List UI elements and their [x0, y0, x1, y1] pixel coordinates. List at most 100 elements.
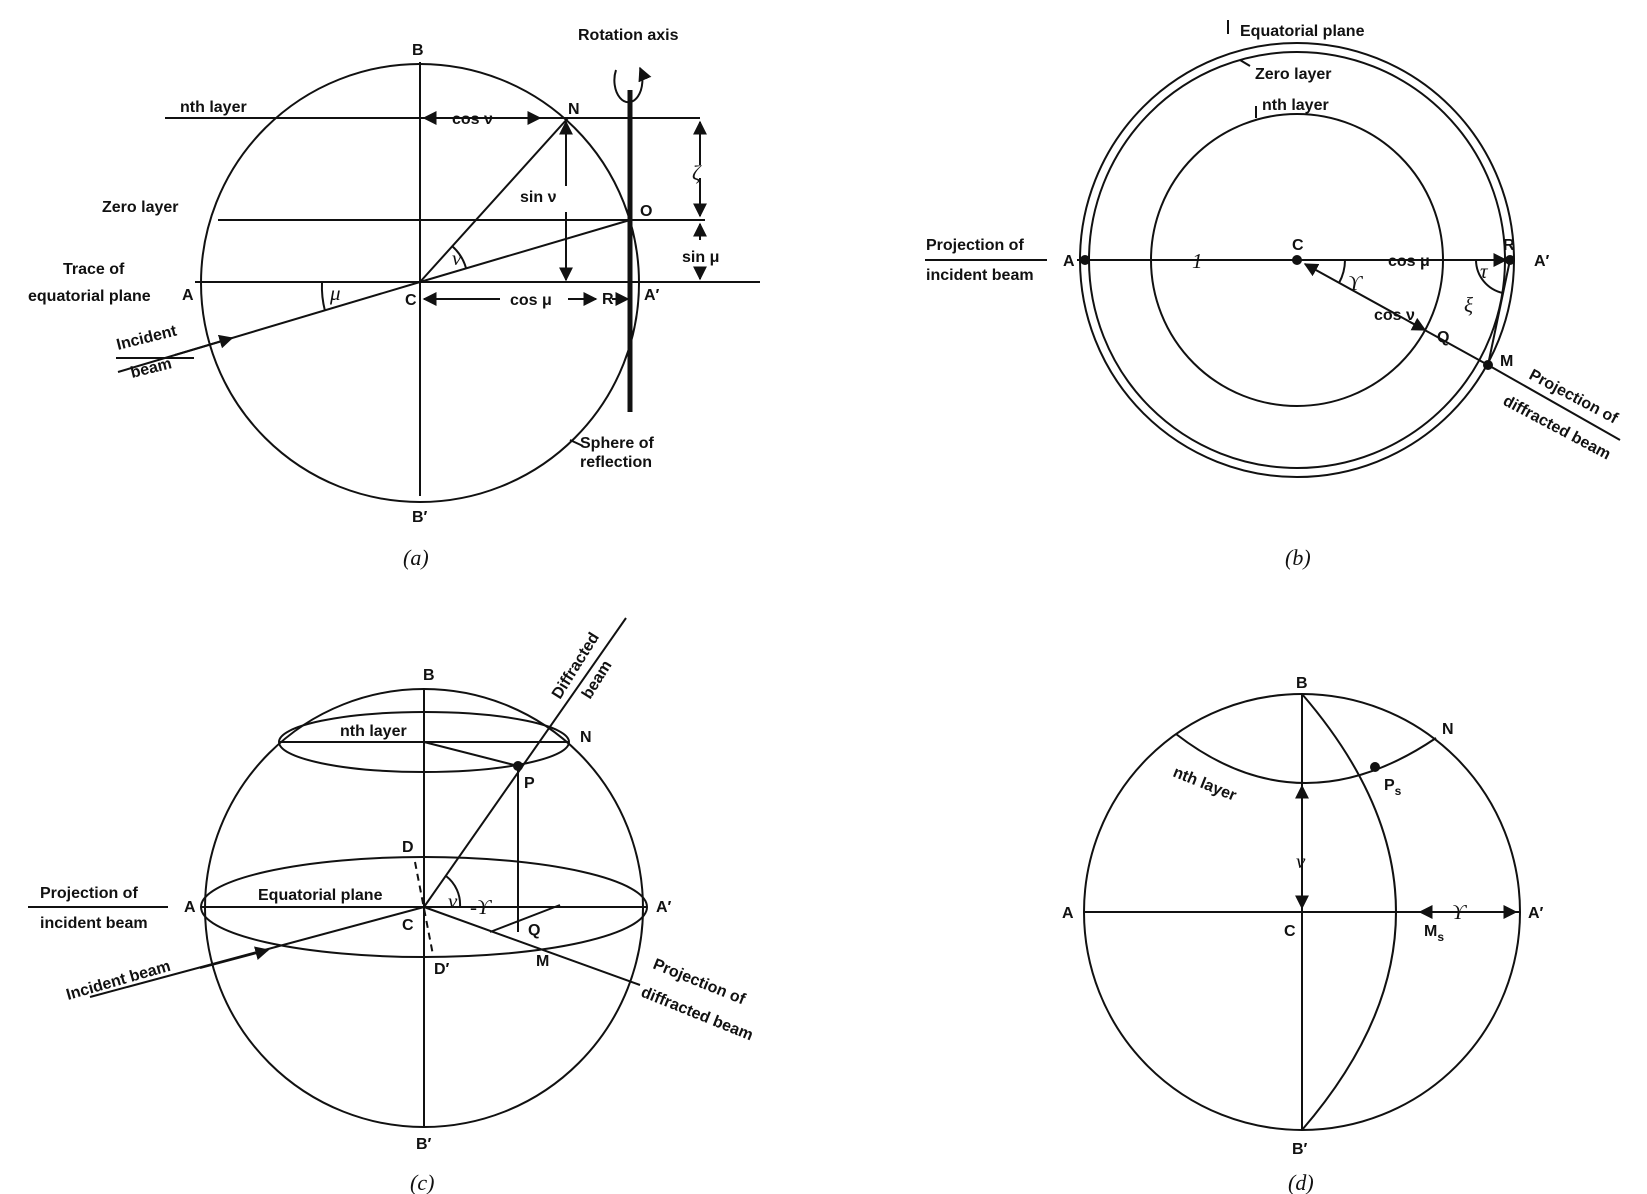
label-m: M: [536, 953, 549, 970]
label-p-main: P: [1384, 777, 1395, 794]
label-c: C: [405, 292, 417, 309]
label-trace-line2: equatorial plane: [28, 288, 151, 305]
dd-prime-dashed-line: [414, 861, 434, 956]
sphere-pointer: [569, 439, 584, 447]
label-proj-incident-line2: incident beam: [926, 267, 1034, 284]
angle-upsilon-arc: [1338, 259, 1346, 284]
label-cos-mu: cos μ: [1388, 253, 1430, 270]
label-proj-incident-line2: incident beam: [40, 915, 148, 932]
line-rm: [1487, 259, 1511, 366]
label-nth-layer: nth layer: [1171, 764, 1239, 805]
label-b-prime: B′: [1292, 1141, 1308, 1158]
label-sin-nu: sin ν: [520, 189, 557, 206]
projection-diffracted-line: [423, 906, 641, 986]
line-mc: [1303, 263, 1489, 366]
panel-b: Equatorial plane Zero layer nth layer Pr…: [925, 20, 1621, 570]
label-r: R: [1503, 237, 1515, 254]
angle-nu-arc: [445, 875, 462, 908]
label-cos-nu: cos ν: [452, 111, 493, 128]
point-r-dot: [1505, 255, 1515, 265]
label-incident-line1: Incident: [115, 322, 179, 353]
caption-b: (b): [1285, 545, 1311, 570]
nth-layer-arc: [1175, 733, 1437, 784]
meridian-arc: [1301, 693, 1397, 1131]
label-b: B: [412, 42, 424, 59]
angle-tau-arc: [1475, 259, 1504, 294]
point-c-dot: [1292, 255, 1302, 265]
label-b: B: [423, 667, 435, 684]
label-b: B: [1296, 675, 1308, 692]
label-tau: τ: [1480, 259, 1489, 283]
label-q: Q: [528, 922, 540, 939]
label-nu: ν: [448, 889, 458, 913]
radius-co: [419, 219, 631, 283]
label-sin-mu: sin μ: [682, 249, 719, 266]
label-q: Q: [1437, 329, 1449, 346]
label-one: 1: [1192, 249, 1203, 273]
label-proj-incident-line1: Projection of: [926, 237, 1024, 254]
point-a-dot: [1080, 255, 1090, 265]
label-c: C: [402, 917, 414, 934]
label-zero-layer: Zero layer: [1255, 66, 1331, 83]
label-n: N: [580, 729, 592, 746]
panel-a: B B′ N O A A′ C R Rotation axis nth laye…: [28, 27, 760, 570]
label-a: A: [182, 287, 194, 304]
label-zeta: ζ: [692, 161, 702, 185]
caption-c: (c): [410, 1170, 434, 1194]
label-equatorial-plane: Equatorial plane: [1240, 23, 1365, 40]
label-m: M: [1500, 353, 1513, 370]
label-nu: ν: [452, 246, 462, 270]
label-c: C: [1284, 923, 1296, 940]
point-m-dot: [1483, 360, 1493, 370]
incident-beam-arrow-icon: [174, 334, 234, 356]
label-equatorial-plane: Equatorial plane: [258, 887, 383, 904]
line-qm: [489, 904, 561, 933]
label-sphere-line2: reflection: [580, 454, 652, 471]
label-a-prime: A′: [644, 287, 660, 304]
diffracted-projection-line: [1487, 364, 1621, 441]
label-a: A: [184, 899, 196, 916]
label-zero-layer: Zero layer: [102, 199, 178, 216]
label-nu: ν: [1296, 849, 1306, 873]
label-sphere-line1: Sphere of: [580, 435, 654, 452]
angle-nu-arc: [451, 245, 467, 269]
label-trace-line1: Trace of: [63, 261, 125, 278]
label-m: Ms: [1424, 923, 1444, 944]
label-a-prime: A′: [1528, 905, 1544, 922]
cos-nu-arrow: [1409, 317, 1427, 331]
line-center-to-p: [423, 741, 519, 767]
label-upsilon: ϒ: [1348, 271, 1363, 295]
point-p-dot: [513, 761, 523, 771]
label-d: D: [402, 839, 414, 856]
label-a-prime: A′: [1534, 253, 1550, 270]
angle-mu-arc: [320, 281, 326, 312]
zero-layer-pointer: [1239, 59, 1251, 67]
label-cos-mu: cos μ: [510, 292, 552, 309]
label-m-main: M: [1424, 923, 1437, 940]
label-rotation-axis: Rotation axis: [578, 27, 679, 44]
label-b-prime: B′: [412, 509, 428, 526]
label-a: A: [1063, 253, 1075, 270]
rotation-arrow-icon: [613, 66, 652, 104]
label-nth-layer: nth layer: [340, 723, 407, 740]
label-c: C: [1292, 237, 1304, 254]
label-xi: ξ: [1464, 293, 1473, 317]
label-n: N: [568, 101, 580, 118]
label-p: P: [524, 775, 535, 792]
panel-c: B B′ N P D D′ A A′ C Q M nth layer Equat…: [28, 617, 755, 1194]
label-upsilon: ϒ: [1452, 900, 1467, 924]
label-incident-beam: Incident beam: [64, 958, 172, 1004]
label-nth-layer: nth layer: [180, 99, 247, 116]
label-d-prime: D′: [434, 961, 450, 978]
label-m-sub: s: [1437, 930, 1444, 944]
diffracted-beam-line: [423, 617, 627, 908]
label-nth-layer: nth layer: [1262, 97, 1329, 114]
label-b-prime: B′: [416, 1136, 432, 1153]
label-upsilon: -ϒ: [470, 895, 492, 919]
point-ps-dot: [1370, 762, 1380, 772]
label-o: O: [640, 203, 652, 220]
panel-d: B B′ N A A′ C Ps Ms nth layer ν ϒ (d): [1062, 675, 1544, 1194]
label-p: Ps: [1384, 777, 1402, 798]
